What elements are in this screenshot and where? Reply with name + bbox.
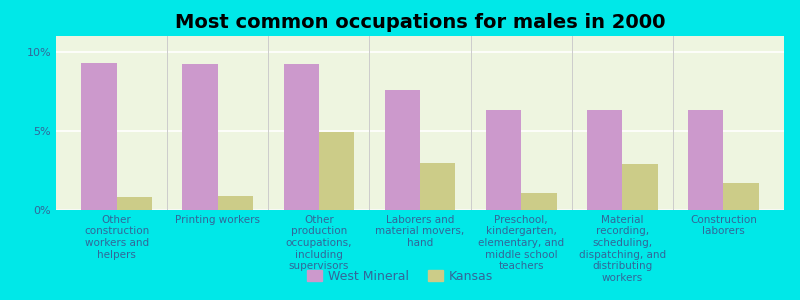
- Bar: [521, 193, 557, 210]
- Legend: West Mineral, Kansas: West Mineral, Kansas: [302, 265, 498, 288]
- Bar: [723, 183, 758, 210]
- Bar: [218, 196, 253, 210]
- Bar: [622, 164, 658, 210]
- Bar: [82, 63, 117, 210]
- Bar: [688, 110, 723, 210]
- Bar: [385, 90, 420, 210]
- Bar: [182, 64, 218, 210]
- Bar: [319, 133, 354, 210]
- Title: Most common occupations for males in 2000: Most common occupations for males in 200…: [174, 13, 666, 32]
- Bar: [587, 110, 622, 210]
- Bar: [420, 163, 455, 210]
- Bar: [486, 110, 521, 210]
- Bar: [283, 64, 319, 210]
- Bar: [117, 197, 152, 210]
